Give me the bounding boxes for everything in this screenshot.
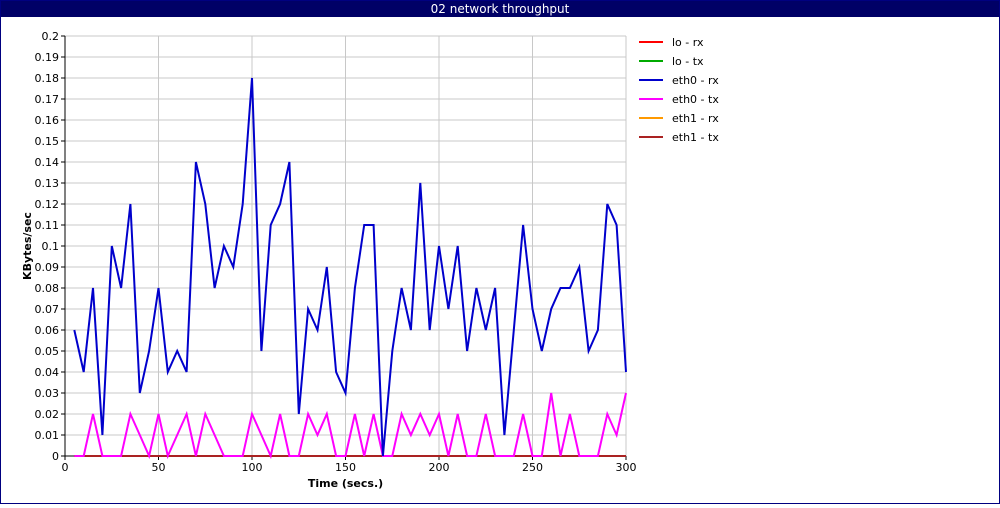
y-tick-label: 0.16 [35,114,60,127]
y-tick-label: 0.05 [35,345,60,358]
y-tick-label: 0 [52,450,59,463]
y-tick-label: 0.17 [35,93,60,106]
y-tick-label: 0.14 [35,156,60,169]
x-tick-label: 250 [522,461,543,474]
series-line-eth0-tx [74,392,627,460]
legend-label: eth0 - rx [672,74,719,87]
y-tick-label: 0.2 [42,30,60,43]
y-tick-label: 0.08 [35,282,60,295]
y-tick-label: 0.18 [35,72,60,85]
y-tick-label: 0.01 [35,429,60,442]
y-tick-label: 0.19 [35,51,60,64]
y-tick-label: 0.12 [35,198,60,211]
y-tick-label: 0.04 [35,366,60,379]
window-title: 02 network throughput [1,1,999,17]
y-tick-label: 0.13 [35,177,60,190]
y-tick-label: 0.07 [35,303,60,316]
y-tick-label: 0.09 [35,261,60,274]
chart-area: 0 0.01 0.02 0.03 0.04 0.05 0.06 0.07 0.08 0.09 0.1… [1,17,999,503]
y-tick-label: 0.03 [35,387,60,400]
x-tick-label: 150 [335,461,356,474]
series-line-eth0-rx [73,77,627,457]
legend-label: eth1 - rx [672,112,719,125]
y-tick-label: 0.02 [35,408,60,421]
y-tick-label: 0.15 [35,135,60,148]
y-tick-label: 0.1 [42,240,60,253]
x-tick-label: 200 [429,461,450,474]
y-tick-label: 0.06 [35,324,60,337]
x-tick-label: 300 [616,461,637,474]
y-tick-label: 0.11 [35,219,60,232]
legend-label: lo - rx [672,36,704,49]
x-tick-label: 0 [62,461,69,474]
y-axis-title: KBytes/sec [21,212,34,280]
throughput-chart: 0 0.01 0.02 0.03 0.04 0.05 0.06 0.07 0.08 0.09 0.1… [21,30,719,490]
x-axis-title: Time (secs.) [308,477,383,490]
legend-label: eth0 - tx [672,93,719,106]
legend-label: lo - tx [672,55,704,68]
x-tick-label: 50 [152,461,166,474]
x-tick-label: 100 [242,461,263,474]
legend-label: eth1 - tx [672,131,719,144]
